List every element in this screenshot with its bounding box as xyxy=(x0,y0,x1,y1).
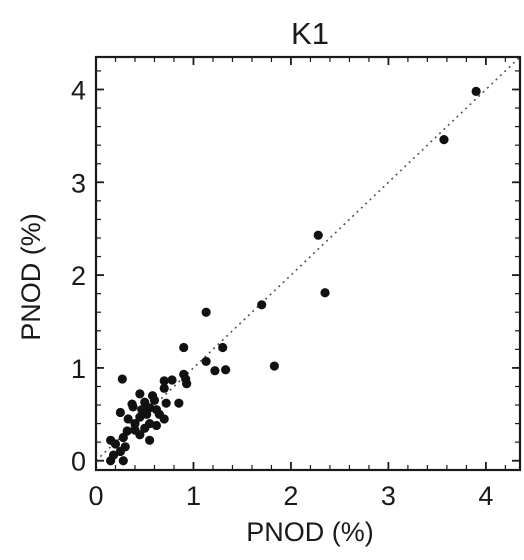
data-point xyxy=(161,398,171,408)
data-point xyxy=(106,456,116,466)
data-point xyxy=(439,135,449,145)
data-point xyxy=(159,376,169,386)
data-point xyxy=(130,418,140,429)
axis-ticks-layer: 0 1 2 3 4 0 1 2 3 4 xyxy=(71,57,520,511)
data-point xyxy=(174,398,184,408)
data-point xyxy=(149,395,160,405)
data-point xyxy=(130,425,140,435)
data-point xyxy=(179,342,189,353)
data-point xyxy=(137,405,147,415)
data-point xyxy=(159,414,169,424)
reference-line xyxy=(95,56,521,462)
data-point xyxy=(221,365,231,375)
y-axis-label: PNOD (%) xyxy=(16,213,46,341)
data-point xyxy=(167,375,177,385)
x-tick-label: 0 xyxy=(88,481,103,511)
data-point xyxy=(313,230,323,240)
data-point xyxy=(123,414,133,424)
data-point xyxy=(201,356,211,367)
data-point xyxy=(320,288,330,298)
x-axis-label: PNOD (%) xyxy=(246,517,374,547)
data-point xyxy=(135,412,145,422)
data-point xyxy=(117,374,127,384)
data-point xyxy=(269,361,279,371)
data-point xyxy=(145,435,155,445)
x-tick-label: 4 xyxy=(478,481,493,511)
y-tick-label: 3 xyxy=(71,168,86,198)
data-points-layer xyxy=(106,86,481,466)
y-tick-label: 4 xyxy=(71,75,86,105)
data-point xyxy=(151,420,162,431)
y-tick-label: 1 xyxy=(71,354,86,384)
x-tick-label: 3 xyxy=(381,481,396,511)
data-point xyxy=(257,300,267,310)
plot-frame xyxy=(94,55,522,472)
data-point xyxy=(115,446,125,457)
data-point xyxy=(201,307,211,317)
x-tick-label: 2 xyxy=(283,481,298,511)
data-point xyxy=(140,423,150,433)
data-point xyxy=(115,407,125,418)
y-tick-label: 2 xyxy=(71,261,86,291)
reference-line-layer xyxy=(95,56,521,462)
data-point xyxy=(118,432,128,443)
data-point xyxy=(471,86,481,96)
chart-title: K1 xyxy=(291,16,329,51)
data-point xyxy=(128,402,138,412)
data-point xyxy=(118,456,128,466)
data-point xyxy=(182,379,192,389)
data-point xyxy=(210,366,220,376)
data-point xyxy=(218,342,228,353)
data-point xyxy=(159,383,169,393)
data-point xyxy=(135,389,145,399)
x-tick-label: 1 xyxy=(186,481,201,511)
data-point xyxy=(106,435,116,445)
y-tick-label: 0 xyxy=(71,447,86,477)
